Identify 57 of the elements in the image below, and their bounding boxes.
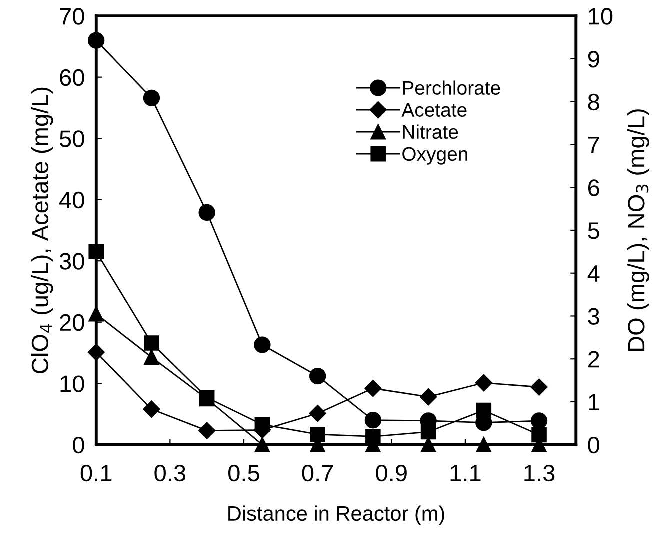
x-tick-label: 0.5 bbox=[228, 464, 260, 482]
point bbox=[420, 424, 436, 440]
y2-tick-label: 10 bbox=[589, 8, 613, 25]
point bbox=[309, 405, 326, 422]
y2-tick-label: 1 bbox=[589, 394, 600, 411]
point bbox=[254, 336, 271, 354]
y2-tick-label: 8 bbox=[588, 94, 600, 111]
y-tick-label: 10 bbox=[60, 376, 84, 392]
point bbox=[88, 244, 104, 260]
point bbox=[198, 204, 216, 222]
y2-tick-label: 5 bbox=[588, 222, 600, 240]
point bbox=[532, 427, 547, 443]
y2-tick-label: 2 bbox=[588, 351, 600, 368]
y-tick-label: 50 bbox=[60, 130, 84, 148]
y-tick-label: 20 bbox=[60, 314, 84, 332]
y-tick-label: 0 bbox=[73, 436, 84, 454]
y2-tick-label: 9 bbox=[588, 51, 600, 68]
point bbox=[310, 426, 326, 442]
y2-tick-label: 7 bbox=[588, 137, 600, 154]
x-tick-label: 0.7 bbox=[302, 464, 334, 482]
y-tick-label: 30 bbox=[60, 253, 84, 270]
point bbox=[476, 402, 492, 418]
point bbox=[143, 400, 160, 418]
y-axis-title: ClO$_{4}$ (ug/L), Acetate (mg/L) bbox=[31, 88, 54, 374]
point bbox=[475, 374, 492, 392]
y-tick-label: 60 bbox=[60, 69, 84, 86]
point bbox=[254, 417, 270, 432]
point bbox=[143, 90, 160, 106]
legend-label: Acetate bbox=[402, 103, 467, 118]
point bbox=[420, 388, 438, 406]
y2-tick-label: 0 bbox=[588, 436, 600, 454]
x-tick-label: 0.1 bbox=[80, 464, 112, 482]
y2-tick-label: 3 bbox=[588, 308, 600, 326]
legend-label: Perchlorate bbox=[403, 80, 500, 96]
legend-label: Oxygen bbox=[402, 147, 468, 165]
point bbox=[198, 422, 216, 440]
y2-tick-label: 4 bbox=[588, 266, 600, 282]
point bbox=[309, 368, 326, 385]
x-tick-label: 1.1 bbox=[450, 465, 481, 482]
x-axis-title: Distance in Reactor (m) bbox=[228, 506, 444, 526]
y2-axis-title: DO (mg/L), NO$_{3}$ (mg/L) bbox=[627, 110, 650, 352]
point bbox=[364, 412, 382, 429]
point bbox=[476, 437, 492, 453]
point bbox=[144, 350, 160, 366]
y-tick-label: 40 bbox=[60, 192, 84, 209]
point bbox=[254, 437, 270, 453]
point bbox=[364, 380, 382, 398]
y2-tick-label: 6 bbox=[588, 180, 600, 196]
x-tick-label: 1.3 bbox=[524, 464, 555, 482]
point bbox=[530, 412, 548, 430]
point bbox=[88, 306, 104, 322]
legend-label: Nitrate bbox=[403, 124, 458, 140]
x-tick-label: 0.3 bbox=[154, 464, 186, 482]
x-tick-label: 0.9 bbox=[376, 464, 407, 482]
point bbox=[144, 336, 160, 351]
y-tick-label: 70 bbox=[60, 8, 84, 25]
point bbox=[530, 378, 548, 396]
